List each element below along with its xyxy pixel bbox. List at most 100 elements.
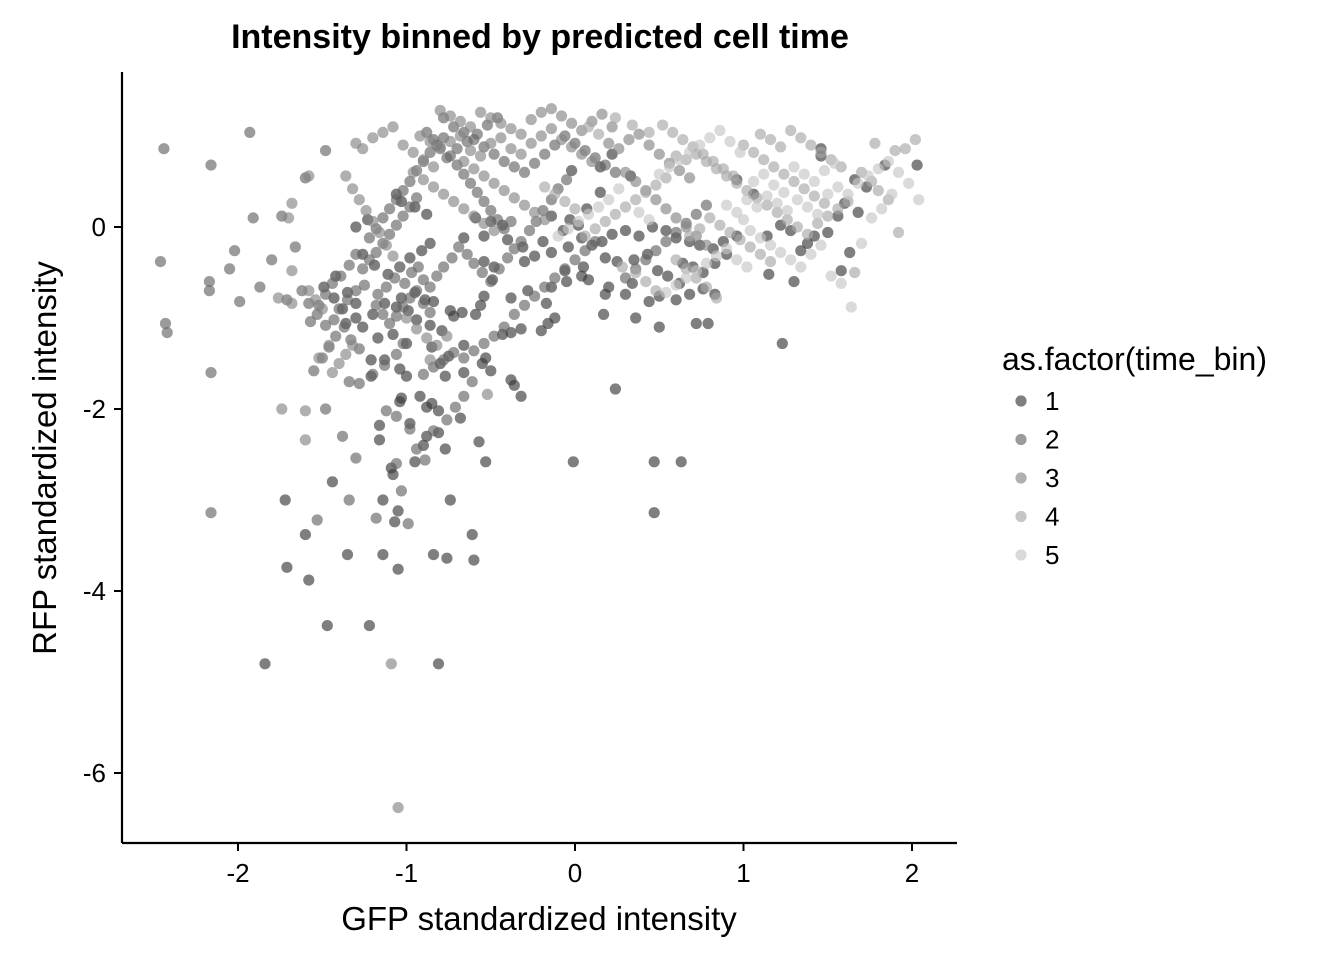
data-point bbox=[444, 110, 456, 122]
data-point bbox=[562, 241, 574, 253]
data-point bbox=[731, 254, 743, 266]
data-point bbox=[616, 261, 628, 273]
data-point bbox=[801, 228, 814, 240]
data-point bbox=[392, 563, 404, 575]
data-point bbox=[424, 319, 436, 331]
legend-item: 1 bbox=[1015, 386, 1059, 416]
data-point bbox=[365, 354, 377, 366]
data-point bbox=[353, 377, 365, 390]
legend-item: 5 bbox=[1015, 540, 1059, 570]
y-tick-label: 0 bbox=[92, 212, 106, 242]
data-point bbox=[717, 163, 729, 175]
data-point bbox=[380, 405, 392, 417]
data-point bbox=[446, 252, 458, 264]
data-point bbox=[470, 308, 482, 320]
data-point bbox=[849, 266, 861, 279]
data-point bbox=[478, 217, 490, 229]
data-point bbox=[684, 288, 696, 300]
data-point bbox=[323, 339, 335, 351]
data-point bbox=[882, 155, 895, 168]
data-point bbox=[892, 166, 905, 178]
data-point bbox=[613, 183, 625, 195]
data-point bbox=[508, 308, 520, 320]
data-point bbox=[593, 128, 605, 140]
data-point bbox=[903, 177, 915, 189]
data-point bbox=[700, 257, 713, 269]
data-point bbox=[539, 148, 551, 160]
data-point bbox=[498, 321, 510, 333]
data-point bbox=[203, 285, 215, 297]
data-point bbox=[417, 297, 429, 309]
data-point bbox=[775, 246, 787, 259]
data-point bbox=[416, 245, 428, 257]
data-point bbox=[653, 168, 665, 180]
data-point bbox=[508, 192, 520, 204]
data-point bbox=[670, 294, 682, 306]
data-point bbox=[458, 155, 470, 168]
data-point bbox=[832, 181, 844, 193]
data-point bbox=[660, 236, 672, 248]
data-point bbox=[417, 174, 429, 186]
data-point bbox=[866, 212, 878, 224]
data-point bbox=[360, 205, 372, 217]
points-layer bbox=[154, 103, 925, 814]
data-point bbox=[367, 308, 379, 320]
data-point bbox=[724, 135, 736, 148]
data-point bbox=[633, 206, 645, 218]
data-point bbox=[549, 188, 561, 200]
data-point bbox=[473, 436, 485, 448]
y-tick-label: -6 bbox=[83, 758, 106, 788]
data-point bbox=[822, 226, 834, 239]
data-point bbox=[411, 323, 423, 335]
data-point bbox=[373, 434, 386, 446]
data-point bbox=[313, 352, 325, 364]
data-point bbox=[424, 354, 436, 366]
data-point bbox=[911, 159, 923, 171]
data-point bbox=[448, 195, 460, 208]
data-point bbox=[434, 141, 446, 153]
data-point bbox=[387, 121, 399, 133]
data-point bbox=[630, 266, 642, 279]
data-point bbox=[613, 143, 625, 155]
data-point bbox=[475, 150, 487, 162]
data-point bbox=[582, 121, 595, 133]
data-point bbox=[320, 319, 332, 331]
data-point bbox=[518, 256, 531, 268]
data-point bbox=[321, 620, 333, 632]
data-point bbox=[603, 137, 615, 149]
data-point bbox=[569, 254, 581, 266]
data-point bbox=[390, 410, 402, 422]
data-point bbox=[781, 205, 793, 217]
data-point bbox=[357, 143, 369, 155]
data-point bbox=[744, 241, 756, 253]
data-point bbox=[289, 241, 301, 253]
data-point bbox=[390, 348, 402, 360]
data-point bbox=[764, 134, 777, 146]
y-tick-label: -2 bbox=[83, 394, 106, 424]
data-point bbox=[397, 210, 409, 222]
legend-item: 2 bbox=[1015, 425, 1059, 455]
data-point bbox=[468, 163, 480, 175]
data-point bbox=[539, 181, 551, 193]
data-point bbox=[545, 246, 558, 259]
data-point bbox=[353, 194, 365, 206]
series-4 bbox=[539, 112, 922, 304]
data-point bbox=[650, 245, 662, 257]
data-point bbox=[670, 279, 682, 291]
data-point bbox=[464, 145, 477, 157]
data-point bbox=[421, 401, 433, 413]
data-point bbox=[569, 203, 581, 215]
data-point bbox=[599, 215, 611, 228]
data-point bbox=[390, 458, 402, 470]
data-point bbox=[530, 215, 542, 228]
data-point bbox=[411, 192, 423, 204]
data-point bbox=[461, 248, 473, 260]
data-point bbox=[603, 281, 615, 293]
x-tick-label: 2 bbox=[905, 858, 919, 888]
data-point bbox=[640, 276, 652, 288]
data-point bbox=[281, 561, 293, 573]
data-point bbox=[594, 186, 606, 198]
data-point bbox=[785, 124, 797, 137]
data-point bbox=[328, 314, 340, 326]
